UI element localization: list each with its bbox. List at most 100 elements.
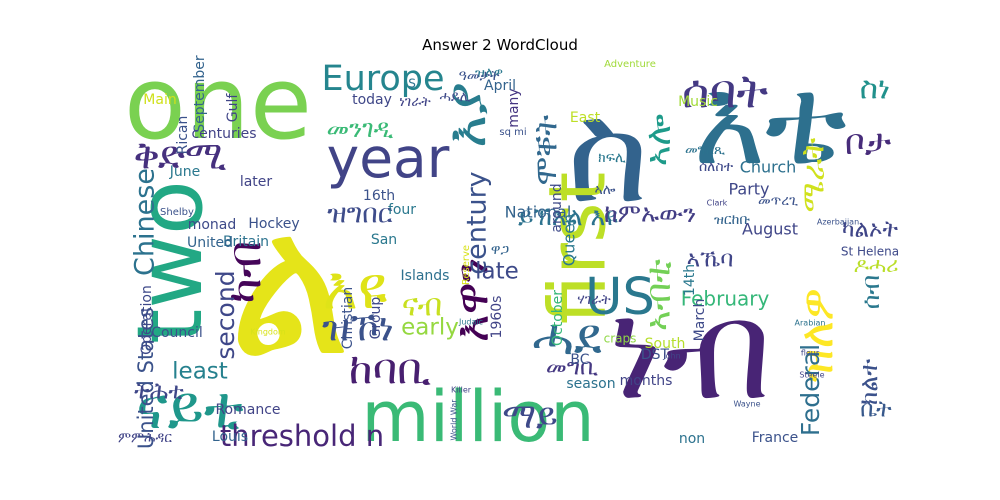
word-41: United States (134, 307, 158, 449)
word-47: ኣኼባ (687, 247, 734, 273)
word-80: October (550, 290, 566, 346)
word-9: year (327, 126, 450, 190)
word-32: century (462, 171, 493, 274)
word-125: ዋጋ (491, 242, 509, 258)
word-55: August (742, 220, 798, 239)
word-26: threshold n (220, 419, 384, 453)
word-2: ነብ (608, 272, 771, 431)
word-31: Chinese (130, 168, 161, 276)
word-27: ስነ (860, 71, 891, 107)
word-46: ካልኦት (842, 217, 899, 243)
word-15: ሓደ (532, 308, 602, 367)
word-121: ሰለስተ (699, 159, 734, 175)
word-100: Clark (707, 199, 728, 208)
word-1: ስ (567, 72, 649, 235)
word-116: ነገራት (399, 94, 431, 110)
word-102: World War (450, 399, 459, 441)
word-93: Louis (212, 429, 248, 445)
word-77: San (371, 232, 397, 248)
word-40: ክልተ (854, 359, 883, 405)
word-30: ሞቐት (529, 115, 565, 186)
word-90: Council (151, 325, 203, 341)
word-119: ዝርከቡ (714, 212, 751, 228)
word-69: 16th (363, 188, 395, 204)
word-107: Arabian (795, 319, 826, 328)
word-61: Rican (175, 116, 191, 155)
word-59: Gulf (225, 93, 241, 123)
word-92: Romance (215, 402, 280, 418)
word-108: Azerbaijan (817, 218, 859, 227)
word-115: ሓይሊ (440, 89, 471, 105)
word-39: ሰብ (856, 275, 885, 310)
word-4: one (124, 44, 312, 162)
word-5: two (118, 180, 223, 344)
word-12: እዋን (445, 258, 500, 343)
word-17: ከባቢ (349, 345, 431, 395)
word-73: April (484, 78, 516, 94)
word-86: DST (641, 347, 670, 363)
word-22: ኣሎ (639, 114, 679, 167)
word-97: Adventure (604, 59, 656, 70)
word-38: ከምኡውን (604, 199, 696, 228)
word-111: fleur (801, 349, 820, 358)
word-36: መንገዲ (327, 114, 394, 143)
word-109: Reserve (461, 245, 472, 285)
word-112: S (408, 77, 416, 91)
word-54: Church (740, 158, 797, 177)
word-34: Federal (796, 344, 825, 436)
word-117: መግለጺ (685, 142, 725, 158)
word-82: season (566, 376, 615, 392)
word-84: March (692, 299, 708, 342)
word-19: ቅድሚ (134, 134, 227, 179)
word-99: craps (604, 332, 637, 346)
word-65: Hockey (248, 216, 299, 232)
word-53: Queen (560, 214, 579, 267)
word-76: Islands (401, 268, 450, 284)
word-94: East (570, 110, 601, 126)
word-75: Group (368, 297, 384, 340)
word-48: ትሕቲ (134, 379, 184, 405)
word-70: four (388, 202, 416, 218)
word-18: ዝኾነ (322, 306, 394, 351)
word-44: least (172, 359, 228, 385)
word-57: Music (678, 94, 718, 110)
word-56: Party (728, 180, 769, 199)
word-78: 1960s (489, 296, 505, 339)
word-95: St Helena (841, 245, 899, 259)
word-0: ል (228, 172, 352, 399)
word-103: Judaic (458, 318, 483, 327)
word-58: September (192, 55, 208, 133)
word-3: እቴ (693, 51, 846, 192)
word-13: ዝለዎ (790, 288, 845, 382)
word-35: ዝግበር (327, 199, 392, 230)
word-72: many (506, 88, 522, 127)
word-104: John (662, 352, 680, 361)
word-28: ሜራት (796, 138, 832, 213)
word-74: Christian (340, 287, 356, 349)
word-118: መጥረጊ (758, 193, 798, 209)
word-89: non (679, 431, 705, 447)
word-91: Operation (139, 285, 155, 355)
word-33: second (211, 270, 240, 359)
word-67: United (187, 235, 233, 251)
word-52: National (505, 203, 572, 222)
word-60: Main (143, 92, 176, 108)
word-120: ምምሕዳር (118, 430, 172, 446)
word-66: Britain (223, 234, 269, 250)
word-6: first (533, 172, 623, 324)
word-10: እዩ (323, 253, 388, 322)
word-87: South (645, 336, 686, 352)
word-105: Wayne (733, 400, 760, 409)
word-50: ዶሓሪ (854, 253, 899, 277)
word-29: ናብ (402, 288, 443, 324)
word-11: እያ (434, 82, 498, 148)
word-49: ቤት (860, 397, 892, 423)
word-63: June (169, 164, 201, 180)
word-88: France (752, 430, 799, 446)
word-24: ማይ (502, 397, 557, 437)
word-7: million (361, 376, 594, 458)
word-79: around (549, 183, 565, 232)
word-71: today (352, 92, 392, 108)
word-83: months (620, 373, 673, 389)
